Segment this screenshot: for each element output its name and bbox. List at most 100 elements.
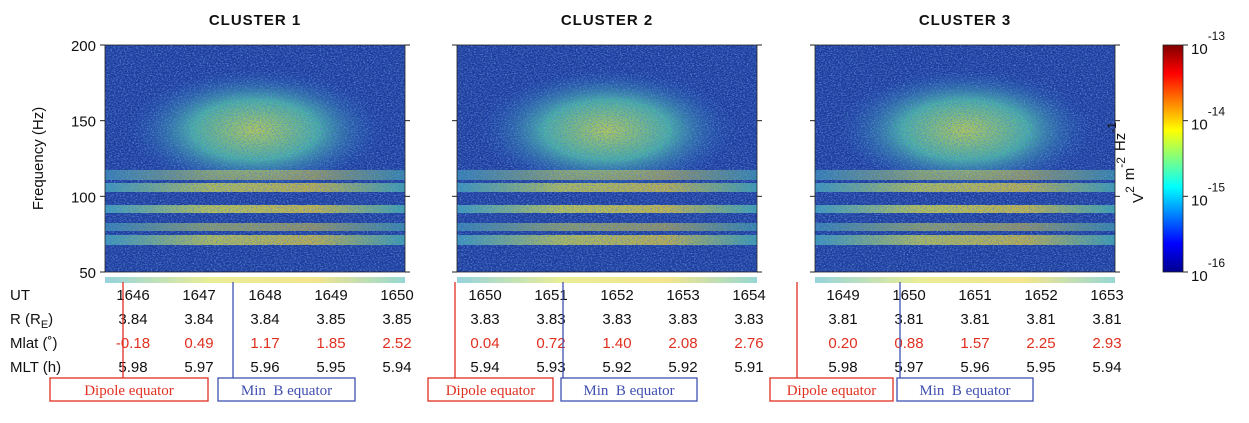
minb-box — [896, 377, 1034, 402]
colorbar-label-base: Hz — [1112, 133, 1129, 151]
colorbar-tick-exp: -13 — [1208, 29, 1226, 43]
colorbar-tick-base: 10 — [1191, 268, 1208, 285]
colorbar-tick-base: 10 — [1191, 117, 1208, 134]
mlat-value: 2.08 — [668, 335, 697, 352]
spectrogram-noise — [457, 45, 757, 272]
mlat-value: 0.04 — [470, 335, 499, 352]
mlat-value: 1.57 — [960, 335, 989, 352]
colorbar-tick-label: 10-14 — [1191, 105, 1225, 134]
y-tick-label: 200 — [71, 38, 96, 55]
colorbar-tick-label: 10-15 — [1191, 180, 1225, 209]
ut-value: 1649 — [826, 287, 859, 304]
mlt-value: 5.96 — [250, 359, 279, 376]
mlt-value: 5.92 — [602, 359, 631, 376]
mlat-value: 0.72 — [536, 335, 565, 352]
mlt-value: 5.98 — [828, 359, 857, 376]
colorbar-label: V2 m-2 Hz-1 — [1105, 122, 1147, 203]
dipole-label: Dipole equator — [446, 383, 536, 399]
ut-value: 1647 — [182, 287, 215, 304]
dipole-box — [427, 377, 554, 402]
mlat-value: 2.52 — [382, 335, 411, 352]
r-value: 3.83 — [470, 311, 499, 328]
ut-value: 1653 — [666, 287, 699, 304]
r-value: 3.83 — [536, 311, 565, 328]
r-value: 3.81 — [828, 311, 857, 328]
mlat-value: 0.88 — [894, 335, 923, 352]
mlat-value: 0.20 — [828, 335, 857, 352]
r-value: 3.83 — [602, 311, 631, 328]
ut-value: 1651 — [958, 287, 991, 304]
r-value: 3.84 — [184, 311, 213, 328]
colorbar-tick-label: 10-13 — [1191, 29, 1225, 58]
y-tick-label: 50 — [79, 265, 96, 282]
r-value: 3.81 — [1092, 311, 1121, 328]
y-tick-label: 100 — [71, 189, 96, 206]
mlat-value: 1.85 — [316, 335, 345, 352]
minb-label: Min B equator — [241, 383, 332, 399]
mlt-value: 5.92 — [668, 359, 697, 376]
mlt-value: 5.95 — [316, 359, 345, 376]
panel-title: CLUSTER 1 — [209, 12, 301, 29]
plot-frame — [104, 44, 406, 273]
r-value: 3.84 — [118, 311, 147, 328]
panel-title: CLUSTER 3 — [919, 12, 1011, 29]
dipole-box — [49, 377, 209, 402]
r-value: 3.81 — [960, 311, 989, 328]
r-value: 3.81 — [894, 311, 923, 328]
row-label-sub: E — [41, 319, 48, 331]
ut-value: 1654 — [732, 287, 765, 304]
spectrogram — [815, 45, 1115, 283]
mlt-value: 5.94 — [382, 359, 411, 376]
y-axis-label: Frequency (Hz) — [30, 107, 47, 210]
row-label: Mlat (˚) — [10, 335, 58, 352]
ut-value: 1646 — [116, 287, 149, 304]
ut-value: 1650 — [380, 287, 413, 304]
row-label: R (RE) — [10, 311, 53, 331]
r-value: 3.81 — [1026, 311, 1055, 328]
r-value: 3.85 — [316, 311, 345, 328]
ut-value: 1653 — [1090, 287, 1123, 304]
mlt-value: 5.93 — [536, 359, 565, 376]
row-label-after: ) — [48, 311, 53, 328]
r-value: 3.83 — [734, 311, 763, 328]
panel-title: CLUSTER 2 — [561, 12, 653, 29]
y-tick-label: 150 — [71, 114, 96, 131]
ut-value: 1650 — [892, 287, 925, 304]
mlt-value: 5.91 — [734, 359, 763, 376]
plot-frame — [456, 44, 758, 273]
mlat-value: 1.40 — [602, 335, 631, 352]
colorbar-tick-exp: -16 — [1208, 256, 1226, 270]
spectrogram-noise — [105, 45, 405, 272]
mlat-value: -0.18 — [116, 335, 150, 352]
row-label: MLT (h) — [10, 359, 61, 376]
ut-value: 1648 — [248, 287, 281, 304]
mlat-value: 0.49 — [184, 335, 213, 352]
colorbar-label-base: V — [1130, 193, 1147, 203]
mlt-value: 5.94 — [470, 359, 499, 376]
colorbar-label-sup: 2 — [1123, 186, 1137, 193]
mlat-value: 2.25 — [1026, 335, 1055, 352]
ut-value: 1652 — [600, 287, 633, 304]
mlat-value: 1.17 — [250, 335, 279, 352]
minb-label: Min B equator — [583, 383, 674, 399]
colorbar-label-sup: -1 — [1105, 122, 1119, 133]
mlt-value: 5.97 — [894, 359, 923, 376]
colorbar-tick-label: 10-16 — [1191, 256, 1225, 285]
ut-value: 1650 — [468, 287, 501, 304]
minb-box — [560, 377, 698, 402]
colorbar-tick-exp: -15 — [1208, 180, 1226, 194]
spectrogram-band — [105, 277, 405, 283]
mlat-value: 2.76 — [734, 335, 763, 352]
mlt-value: 5.98 — [118, 359, 147, 376]
spectrogram-noise — [815, 45, 1115, 272]
colorbar-tick-base: 10 — [1191, 41, 1208, 58]
ut-value: 1651 — [534, 287, 567, 304]
minb-label: Min B equator — [919, 383, 1010, 399]
plot-frame — [814, 44, 1116, 273]
row-label: UT — [10, 287, 30, 304]
r-value: 3.85 — [382, 311, 411, 328]
r-value: 3.83 — [668, 311, 697, 328]
dipole-label: Dipole equator — [84, 383, 174, 399]
mlat-value: 2.93 — [1092, 335, 1121, 352]
